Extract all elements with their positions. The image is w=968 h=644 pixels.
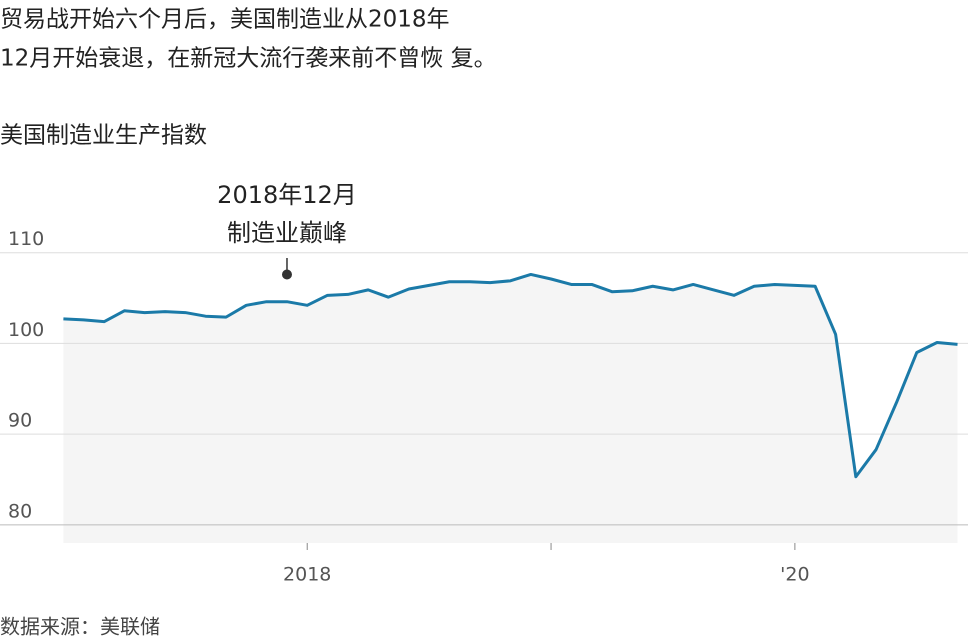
area: [63, 274, 958, 543]
x-tick-label: 2018: [283, 564, 331, 586]
annotation-point: [281, 269, 292, 280]
annotation-text: 2018年12月: [217, 181, 357, 209]
y-tick-label: 110: [8, 228, 44, 250]
source: 数据来源：美联储: [0, 615, 160, 639]
line: [63, 272, 958, 479]
title-line: 12月开始衰退，在新冠大流行袭来前不曾恢 复。: [0, 46, 497, 72]
subtitle: 美国制造业生产指数: [0, 123, 207, 149]
title-line: 贸易战开始六个月后，美国制造业从2018年: [0, 7, 450, 33]
y-tick-label: 100: [8, 319, 44, 341]
y-tick-label: 80: [8, 500, 32, 522]
annotation-text: 制造业巅峰: [227, 219, 347, 247]
x-tick-label: '20: [780, 564, 809, 586]
y-tick-label: 90: [8, 410, 32, 432]
